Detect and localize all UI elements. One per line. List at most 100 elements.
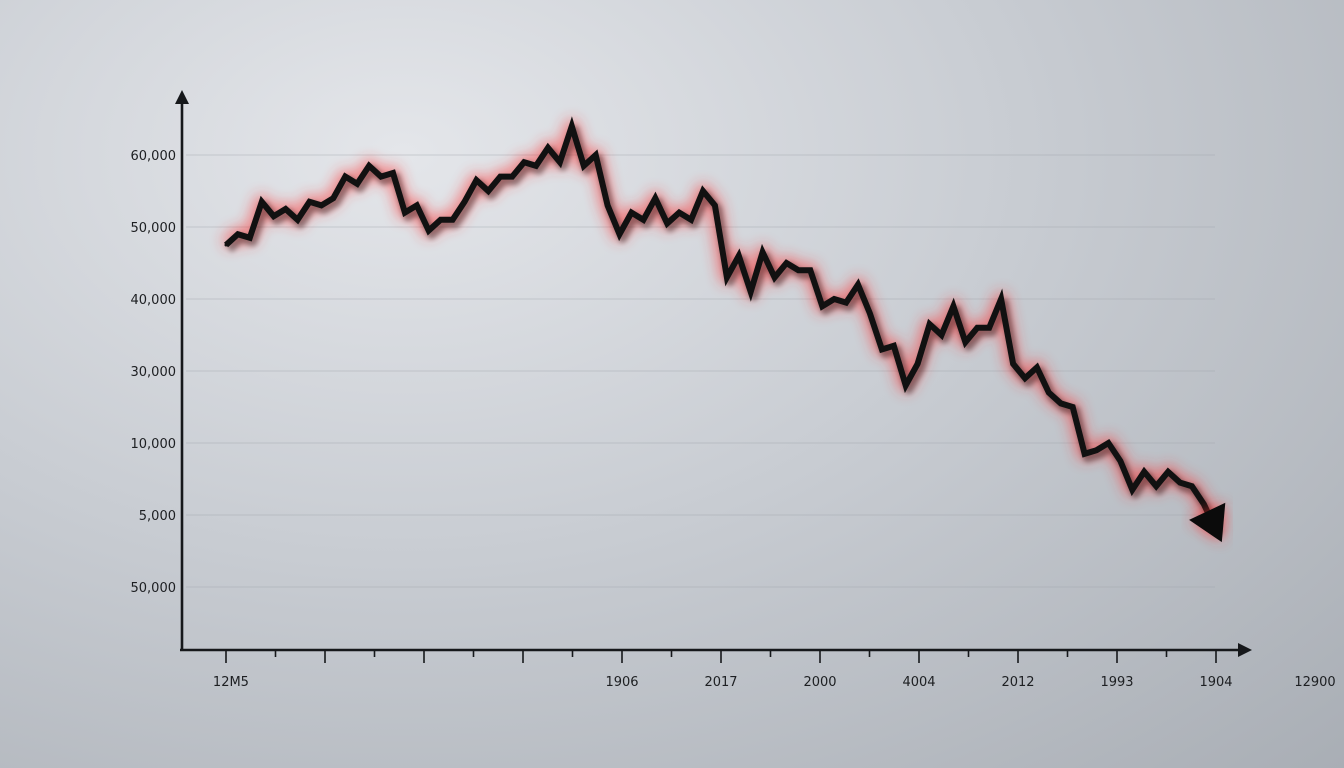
- data-point: [272, 214, 276, 218]
- data-point: [999, 297, 1003, 301]
- data-point: [880, 347, 884, 351]
- data-point: [1130, 488, 1134, 492]
- data-point: [677, 211, 681, 215]
- data-point: [355, 182, 359, 186]
- data-point: [236, 232, 240, 236]
- y-tick-label: 60,000: [131, 149, 177, 164]
- data-point: [594, 153, 598, 157]
- data-point: [308, 200, 311, 204]
- data-point: [606, 203, 610, 207]
- data-point: [1095, 448, 1098, 452]
- data-point: [1190, 484, 1194, 488]
- data-point: [1011, 362, 1015, 366]
- data-point: [582, 164, 586, 168]
- data-point: [641, 218, 645, 222]
- series-line: [223, 116, 1219, 531]
- x-tick-label: 4004: [902, 675, 935, 690]
- data-point: [498, 175, 502, 179]
- data-point: [785, 261, 788, 265]
- data-point: [415, 203, 419, 207]
- data-point: [296, 218, 300, 222]
- data-point: [1166, 470, 1170, 474]
- data-point: [618, 232, 621, 236]
- data-point: [343, 175, 347, 179]
- data-point: [963, 340, 967, 344]
- data-point: [1059, 401, 1063, 405]
- data-point: [701, 189, 705, 193]
- data-point: [773, 275, 777, 279]
- data-point: [260, 200, 264, 204]
- x-tick-labels: 12M5 1906 2017 2000 4004 2012 1993 1904 12900: [213, 675, 1336, 690]
- y-tick-label: 50,000: [131, 581, 177, 596]
- data-point: [319, 203, 323, 207]
- x-tick-label: 1993: [1100, 675, 1133, 690]
- data-point: [558, 160, 562, 164]
- trend-arrow-icon: [1189, 502, 1226, 543]
- series-shadow: [225, 125, 1223, 536]
- data-point: [546, 146, 550, 150]
- data-point: [451, 218, 455, 222]
- data-point: [749, 290, 753, 294]
- data-point: [975, 326, 979, 330]
- data-point: [868, 311, 872, 315]
- data-point: [1035, 365, 1039, 369]
- data-point: [486, 189, 490, 193]
- y-tick-label: 40,000: [131, 293, 177, 308]
- y-tick-labels: 60,000 50,000 40,000 30,000 10,000 5,000 50,00…: [131, 149, 177, 596]
- data-point: [522, 160, 526, 164]
- data-point: [224, 243, 228, 247]
- x-tick-label: 2012: [1001, 675, 1034, 690]
- series-glow: [221, 119, 1223, 533]
- data-point: [665, 221, 669, 225]
- x-tick-label: 1904: [1199, 675, 1232, 690]
- data-point: [379, 175, 383, 179]
- data-point: [928, 322, 932, 326]
- data-point: [463, 200, 466, 204]
- x-tick-marks: [225, 650, 1217, 663]
- y-tick-label: 10,000: [131, 437, 177, 452]
- data-point: [1071, 405, 1075, 409]
- data-point: [940, 333, 943, 337]
- series-price: [221, 116, 1226, 543]
- data-point: [904, 383, 908, 387]
- y-tick-label: 30,000: [131, 365, 177, 380]
- data-point: [439, 218, 443, 222]
- data-point: [916, 362, 920, 366]
- data-point: [987, 326, 991, 330]
- data-point: [367, 164, 371, 168]
- data-point: [1023, 376, 1027, 380]
- data-point: [1154, 484, 1158, 488]
- x-axis-arrow-icon: [1238, 643, 1252, 657]
- data-point: [689, 218, 693, 222]
- data-point: [1178, 481, 1182, 485]
- y-tick-label: 5,000: [139, 509, 176, 524]
- data-point: [892, 344, 896, 348]
- data-point: [1106, 441, 1110, 445]
- x-tick-label: 12M5: [213, 675, 249, 690]
- data-point: [761, 250, 765, 254]
- x-tick-label: 12900: [1294, 675, 1335, 690]
- data-point: [284, 207, 288, 211]
- data-point: [951, 304, 955, 308]
- data-point: [1047, 391, 1051, 395]
- data-point: [331, 196, 335, 200]
- data-point: [630, 211, 633, 215]
- data-point: [725, 275, 729, 279]
- data-point: [820, 304, 824, 308]
- data-point: [653, 196, 657, 200]
- data-point: [1202, 502, 1206, 506]
- data-point: [474, 178, 478, 182]
- x-tick-label: 2000: [803, 675, 836, 690]
- data-point: [510, 175, 514, 179]
- data-point: [391, 171, 395, 175]
- data-point: [737, 254, 741, 258]
- data-point: [713, 203, 717, 207]
- data-point: [403, 211, 407, 215]
- y-axis-arrow-icon: [175, 90, 189, 104]
- axes: [175, 90, 1252, 657]
- data-point: [570, 124, 574, 128]
- data-point: [1142, 470, 1146, 474]
- data-point: [248, 236, 252, 240]
- data-point: [1083, 452, 1087, 456]
